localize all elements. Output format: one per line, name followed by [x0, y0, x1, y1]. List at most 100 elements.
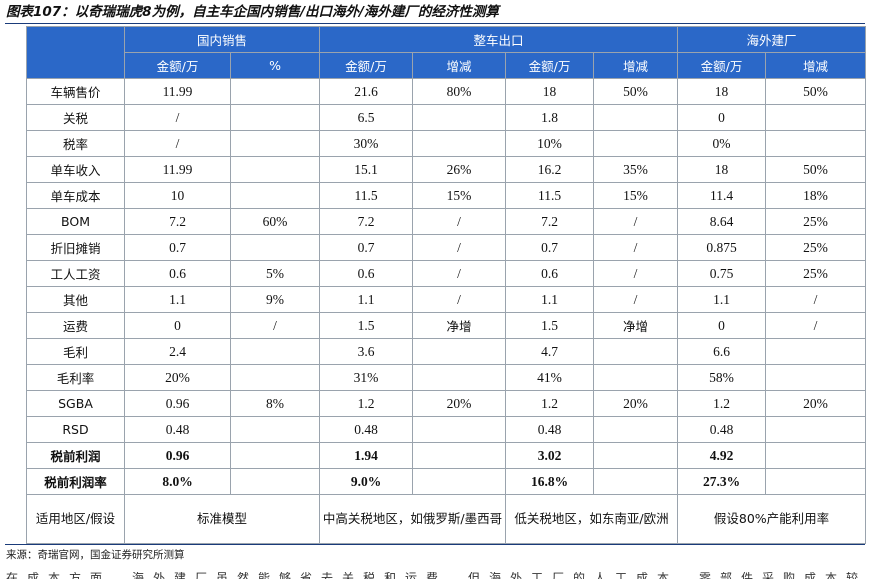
cell-export-high-amount: 7.2: [319, 208, 414, 235]
group-header-row: 国内销售 整车出口 海外建厂: [26, 26, 867, 79]
cell-export-high-change: /: [412, 208, 507, 235]
cell-export-low-amount: 16.2: [505, 156, 595, 183]
cell-export-high-change: [412, 364, 507, 391]
row-label: RSD: [26, 416, 125, 443]
cell-export-high-change: /: [412, 260, 507, 287]
cell-export-low-amount: 3.02: [505, 442, 595, 469]
cell-export-high-change: [412, 468, 507, 495]
row-label: 单车成本: [26, 182, 125, 209]
cell-domestic-pct: 9%: [229, 286, 321, 313]
table-row: 税前利润率 8.0% 9.0% 16.8% 27.3%: [26, 468, 867, 495]
cell-export-low-amount: 0.7: [505, 234, 595, 261]
cell-export-low-amount: 16.8%: [505, 468, 595, 495]
table-row: 车辆售价 11.99 21.6 80% 18 50% 18 50%: [26, 78, 867, 105]
group-overseas: 海外建厂: [677, 26, 867, 53]
cell-export-high-change: [412, 416, 507, 443]
cell-domestic-amount: 8.0%: [124, 468, 231, 495]
cell-domestic-amount: 11.99: [124, 78, 231, 105]
row-label: 运费: [26, 312, 125, 339]
cell-overseas-change: 25%: [765, 234, 867, 261]
row-label: 关税: [26, 104, 125, 131]
cell-export-low-change: /: [593, 234, 679, 261]
cell-overseas-amount: 1.1: [677, 286, 767, 313]
cell-overseas-amount: 6.6: [677, 338, 767, 365]
table-row: 单车收入 11.99 15.1 26% 16.2 35% 18 50%: [26, 156, 867, 183]
cell-export-low-change: /: [593, 286, 679, 313]
cell-export-high-change: [412, 442, 507, 469]
cell-export-high-change: [412, 104, 507, 131]
sub-header-amount: 金额/万: [319, 52, 414, 79]
row-label: 单车收入: [26, 156, 125, 183]
cell-domestic-pct: [229, 130, 321, 157]
row-label: 毛利: [26, 338, 125, 365]
cell-overseas-amount: 58%: [677, 364, 767, 391]
sub-header-amount: 金额/万: [677, 52, 767, 79]
cell-export-high-change: 20%: [412, 390, 507, 417]
group-domestic: 国内销售: [123, 26, 321, 53]
cell-overseas-amount: 0.75: [677, 260, 767, 287]
cell-export-low-amount: 7.2: [505, 208, 595, 235]
cell-overseas-amount: 0.48: [677, 416, 767, 443]
cell-domestic-amount: 1.1: [124, 286, 231, 313]
cell-export-high-amount: 1.5: [319, 312, 414, 339]
cell-export-low-amount: 1.8: [505, 104, 595, 131]
cell-domestic-pct: [229, 338, 321, 365]
cell-export-low-change: 35%: [593, 156, 679, 183]
cell-export-high-amount: 31%: [319, 364, 414, 391]
table-row: 单车成本 10 11.5 15% 11.5 15% 11.4 18%: [26, 182, 867, 209]
row-label: 工人工资: [26, 260, 125, 287]
applicable-export-high: 中高关税地区，如俄罗斯/墨西哥: [319, 494, 507, 544]
cell-overseas-change: [765, 416, 867, 443]
cell-domestic-amount: 0.48: [124, 416, 231, 443]
cell-domestic-pct: [229, 416, 321, 443]
cell-overseas-change: [765, 468, 867, 495]
economics-table: 国内销售 整车出口 海外建厂 金额/万 % 金额/万 增减 金额/万 增减 金额…: [26, 26, 867, 544]
cell-domestic-pct: 60%: [229, 208, 321, 235]
table-row: 运费 0/1.5 净增 1.5 净增 0/: [26, 312, 867, 339]
cell-export-low-change: [593, 104, 679, 131]
cell-domestic-pct: [229, 468, 321, 495]
cell-export-low-change: [593, 364, 679, 391]
cell-export-high-change: 净增: [412, 312, 507, 339]
cell-overseas-amount: 0: [677, 312, 767, 339]
cell-export-high-amount: 0.7: [319, 234, 414, 261]
cell-export-low-amount: 41%: [505, 364, 595, 391]
sub-header-pct: %: [229, 52, 321, 79]
cell-domestic-amount: 0.6: [124, 260, 231, 287]
sub-header-amount: 金额/万: [505, 52, 595, 79]
cell-export-low-amount: 0.6: [505, 260, 595, 287]
cell-domestic-pct: 5%: [229, 260, 321, 287]
cell-domestic-amount: 2.4: [124, 338, 231, 365]
cell-export-low-amount: 4.7: [505, 338, 595, 365]
table-row: 折旧摊销 0.7 0.7/0.7/0.875 25%: [26, 234, 867, 261]
cell-overseas-change: 20%: [765, 390, 867, 417]
cell-export-low-change: 15%: [593, 182, 679, 209]
cell-export-low-change: [593, 338, 679, 365]
cell-export-high-change: [412, 130, 507, 157]
applicable-export-low: 低关税地区，如东南亚/欧洲: [505, 494, 679, 544]
cell-export-low-amount: 0.48: [505, 416, 595, 443]
cell-export-high-amount: 11.5: [319, 182, 414, 209]
sub-header-amount: 金额/万: [124, 52, 231, 79]
applicable-label: 适用地区/假设: [26, 494, 125, 544]
cell-export-high-amount: 30%: [319, 130, 414, 157]
cell-export-low-amount: 10%: [505, 130, 595, 157]
row-label: SGBA: [26, 390, 125, 417]
cell-domestic-pct: [229, 156, 321, 183]
cell-domestic-pct: [229, 442, 321, 469]
table-row: RSD 0.48 0.48 0.48 0.48: [26, 416, 867, 443]
cell-export-high-amount: 0.6: [319, 260, 414, 287]
table-row: BOM 7.2 60% 7.2/7.2/8.64 25%: [26, 208, 867, 235]
table-row: 税前利润 0.96 1.94 3.02 4.92: [26, 442, 867, 469]
row-label: 税率: [26, 130, 125, 157]
cell-export-high-amount: 1.94: [319, 442, 414, 469]
cell-overseas-amount: 8.64: [677, 208, 767, 235]
cell-overseas-change: [765, 364, 867, 391]
table-row: 工人工资 0.6 5% 0.6/0.6/0.75 25%: [26, 260, 867, 287]
cell-export-low-change: /: [593, 260, 679, 287]
cell-overseas-amount: 0: [677, 104, 767, 131]
sub-header-row: 金额/万 % 金额/万 增减 金额/万 增减 金额/万 增减: [27, 52, 867, 79]
cell-overseas-amount: 0.875: [677, 234, 767, 261]
cell-overseas-change: 50%: [765, 156, 867, 183]
cell-export-low-change: /: [593, 208, 679, 235]
